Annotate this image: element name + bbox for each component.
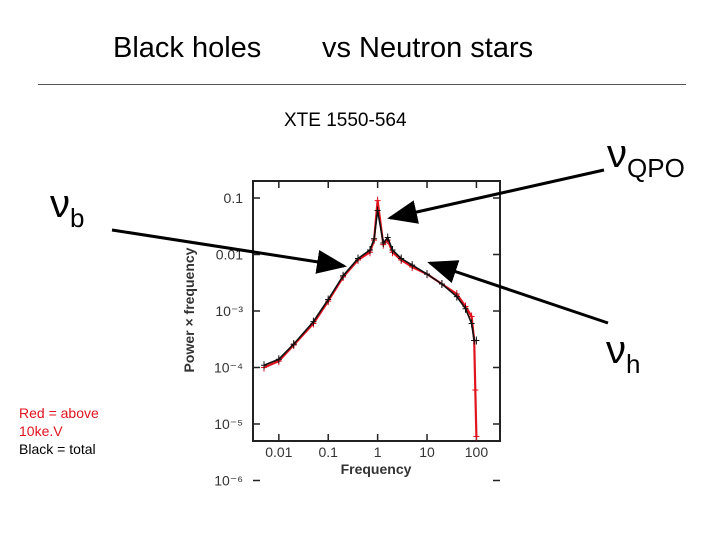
y-tick-label: 10⁻⁶ [214,472,243,488]
data-point-black [424,270,430,279]
data-point-black [261,361,267,370]
legend-red-line1: Red = above [19,405,99,421]
data-point-black [275,355,282,364]
data-point-red [374,196,381,205]
legend-black-line: Black = total [19,441,96,457]
data-point-black [374,206,381,215]
nu-h-label: νh [606,328,641,379]
data-point-red [472,386,479,394]
data-point-black [398,254,405,263]
data-point-black [325,295,332,304]
y-axis-label: Power × frequency [181,247,197,372]
data-point-black [380,239,387,247]
data-point-black [355,254,361,263]
y-tick-label: 10⁻⁴ [214,359,243,375]
data-point-red [473,432,480,441]
data-point-black [389,246,396,254]
data-point-black [409,261,416,270]
y-tick-label: 0.1 [224,190,244,206]
arrow-to-nu-b [111,228,347,274]
data-point-black [468,319,475,328]
arrow-to-nu-h [427,260,609,325]
data-point-black [473,336,480,345]
legend: Red = above 10ke.V Black = total [19,404,99,458]
legend-red-line2: 10ke.V [19,423,63,439]
slide-title-left: Black holes [113,32,262,64]
x-tick-label: 100 [465,444,489,460]
data-point-black [367,246,373,254]
x-tick-label: 0.1 [318,444,338,460]
data-point-red [468,312,475,321]
series-black [261,206,480,370]
nu-qpo-label: νQPO [607,132,685,183]
series-red [261,196,480,441]
data-point-black [462,304,469,313]
chart-subtitle: XTE 1550-564 [284,110,407,131]
series-line-red [263,199,478,437]
x-tick-label: 0.01 [265,444,292,460]
x-tick-label: 1 [374,444,382,460]
y-tick-label: 10⁻⁵ [214,416,243,432]
y-tick-label: 10⁻³ [215,303,243,319]
nu-b-label: νb [50,182,85,233]
data-point-black [310,317,317,326]
x-tick-label: 10 [419,444,435,460]
slide-title-right: vs Neutron stars [322,32,534,64]
series-line-black [263,209,477,366]
data-point-black [371,234,378,243]
x-axis-label: Frequency [341,461,412,477]
arrow-to-nu-qpo [387,168,605,224]
data-point-black [453,292,460,301]
data-point-black [384,233,391,242]
title-divider [38,84,686,85]
data-point-black [290,340,297,349]
